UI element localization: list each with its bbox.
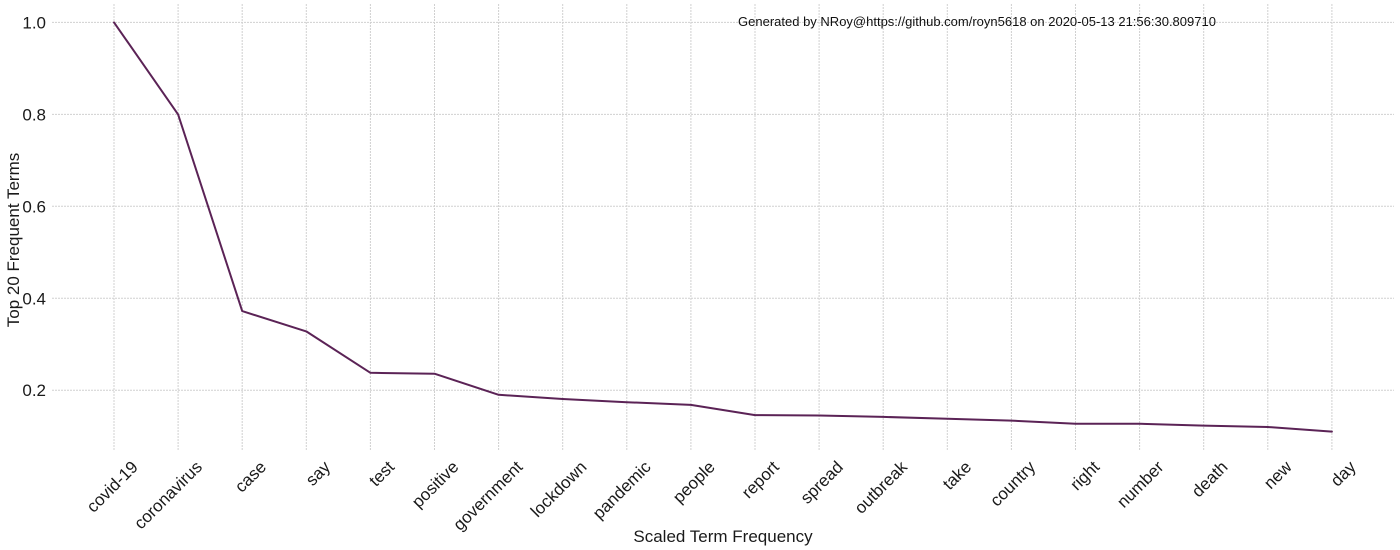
x-tick-label: right	[1067, 457, 1104, 494]
x-tick-label: covid-19	[83, 457, 142, 516]
y-tick-label: 0.2	[22, 381, 46, 400]
y-tick-label: 0.8	[22, 105, 46, 124]
y-tick-label: 0.4	[22, 289, 46, 308]
grid	[52, 4, 1394, 450]
y-axis-label: Top 20 Frequent Terms	[4, 153, 23, 328]
series-line	[113, 21, 1333, 433]
x-tick-label: test	[365, 457, 398, 490]
chart-annotation: Generated by NRoy@https://github.com/roy…	[738, 14, 1216, 29]
x-tick-label: coronavirus	[130, 457, 206, 533]
x-tick-label: new	[1260, 457, 1296, 493]
x-tick-label: spread	[797, 457, 847, 507]
series-group	[113, 21, 1333, 433]
x-tick-label: government	[450, 457, 527, 534]
x-tick-label: positive	[408, 457, 462, 511]
x-tick-label: take	[939, 457, 975, 493]
x-tick-label: lockdown	[527, 457, 591, 521]
x-tick-label: say	[302, 457, 334, 489]
y-axis-ticks: 0.2 0.4 0.6 0.8 1.0	[22, 13, 46, 400]
y-tick-label: 0.6	[22, 197, 46, 216]
x-tick-label: number	[1113, 457, 1167, 511]
x-tick-label: pandemic	[589, 457, 655, 523]
x-tick-label: day	[1327, 457, 1360, 490]
x-tick-label: death	[1188, 457, 1232, 501]
x-tick-label: outbreak	[851, 457, 912, 518]
x-tick-label: people	[669, 457, 719, 507]
x-axis-label: Scaled Term Frequency	[633, 527, 813, 546]
y-tick-label: 1.0	[22, 13, 46, 32]
x-tick-label: report	[738, 457, 783, 502]
x-tick-label: country	[986, 457, 1039, 510]
x-tick-label: case	[231, 457, 270, 496]
